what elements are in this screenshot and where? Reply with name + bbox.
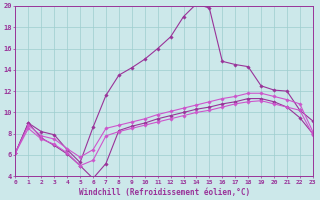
X-axis label: Windchill (Refroidissement éolien,°C): Windchill (Refroidissement éolien,°C) [78,188,250,197]
